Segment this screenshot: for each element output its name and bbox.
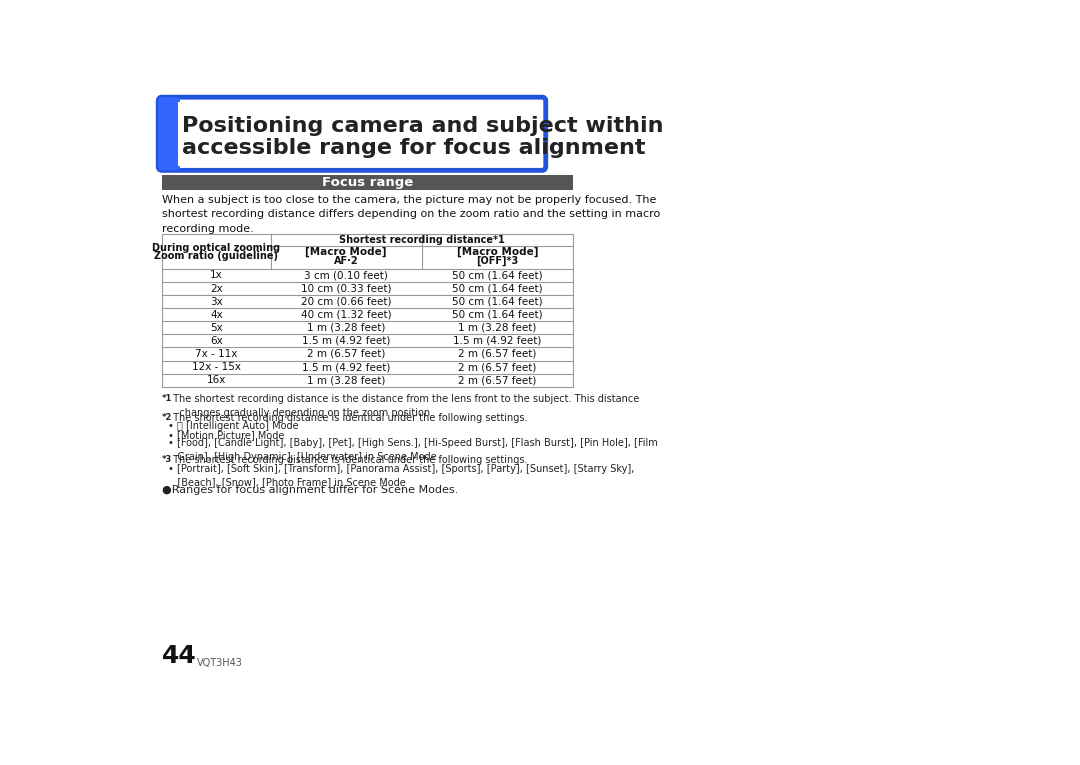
FancyBboxPatch shape [159,97,545,171]
Bar [177,102,540,166]
Text: • [Motion Picture] Mode: • [Motion Picture] Mode [168,430,285,440]
Text: AF·2: AF·2 [334,256,359,266]
Text: [Macro Mode]: [Macro Mode] [306,247,387,257]
Bar [170,102,180,166]
Text: *1: *1 [162,395,173,403]
Bar [162,234,572,387]
Text: 50 cm (1.64 feet): 50 cm (1.64 feet) [453,310,542,320]
Text: 1.5 m (4.92 feet): 1.5 m (4.92 feet) [302,336,390,346]
Text: 12x - 15x: 12x - 15x [192,362,241,372]
Text: 1.5 m (4.92 feet): 1.5 m (4.92 feet) [454,336,541,346]
Text: 50 cm (1.64 feet): 50 cm (1.64 feet) [453,297,542,307]
Text: *3: *3 [162,455,173,464]
Text: Zoom ratio (guideline): Zoom ratio (guideline) [154,251,279,261]
Text: [Macro Mode]: [Macro Mode] [457,247,538,257]
Bar [162,175,572,190]
Text: [OFF]*3: [OFF]*3 [476,256,518,266]
Text: accessible range for focus alignment: accessible range for focus alignment [183,138,646,158]
Text: 1.5 m (4.92 feet): 1.5 m (4.92 feet) [302,362,390,372]
Text: *2: *2 [162,413,173,422]
Text: During optical zooming: During optical zooming [152,243,281,252]
Text: 2x: 2x [210,284,222,294]
Text: • [Food], [Candle Light], [Baby], [Pet], [High Sens.], [Hi-Speed Burst], [Flash : • [Food], [Candle Light], [Baby], [Pet],… [168,438,658,461]
Text: The shortest recording distance is identical under the following settings.: The shortest recording distance is ident… [170,413,527,423]
Text: 16x: 16x [206,375,226,385]
Text: 10 cm (0.33 feet): 10 cm (0.33 feet) [301,284,391,294]
Text: Positioning camera and subject within: Positioning camera and subject within [183,116,664,136]
Text: 3x: 3x [210,297,222,307]
Text: 44: 44 [162,644,197,668]
Text: • [Portrait], [Soft Skin], [Transform], [Panorama Assist], [Sports], [Party], [S: • [Portrait], [Soft Skin], [Transform], … [168,464,635,487]
Text: 1 m (3.28 feet): 1 m (3.28 feet) [458,323,537,333]
Text: 1 m (3.28 feet): 1 m (3.28 feet) [307,375,386,385]
Text: Shortest recording distance*1: Shortest recording distance*1 [339,235,504,245]
Text: The shortest recording distance is identical under the following settings.: The shortest recording distance is ident… [170,455,527,465]
Text: 6x: 6x [210,336,222,346]
Text: 3 cm (0.10 feet): 3 cm (0.10 feet) [305,271,388,281]
Text: 20 cm (0.66 feet): 20 cm (0.66 feet) [301,297,391,307]
Text: 1x: 1x [210,271,222,281]
FancyBboxPatch shape [159,97,180,171]
Text: 2 m (6.57 feet): 2 m (6.57 feet) [458,362,537,372]
Text: 50 cm (1.64 feet): 50 cm (1.64 feet) [453,284,542,294]
Text: 40 cm (1.32 feet): 40 cm (1.32 feet) [301,310,391,320]
Text: VQT3H43: VQT3H43 [197,658,243,668]
Text: ●Ranges for focus alignment differ for Scene Modes.: ●Ranges for focus alignment differ for S… [162,485,458,495]
Text: 7x - 11x: 7x - 11x [195,349,238,359]
Text: • Ⓐ [Intelligent Auto] Mode: • Ⓐ [Intelligent Auto] Mode [168,422,299,431]
Text: 2 m (6.57 feet): 2 m (6.57 feet) [458,349,537,359]
Text: When a subject is too close to the camera, the picture may not be properly focus: When a subject is too close to the camer… [162,195,660,234]
Text: 2 m (6.57 feet): 2 m (6.57 feet) [307,349,386,359]
Text: 1 m (3.28 feet): 1 m (3.28 feet) [307,323,386,333]
Text: The shortest recording distance is the distance from the lens front to the subje: The shortest recording distance is the d… [170,395,639,418]
Text: 2 m (6.57 feet): 2 m (6.57 feet) [458,375,537,385]
Text: 50 cm (1.64 feet): 50 cm (1.64 feet) [453,271,542,281]
Text: 4x: 4x [210,310,222,320]
Text: Focus range: Focus range [322,176,414,189]
Text: 5x: 5x [210,323,222,333]
